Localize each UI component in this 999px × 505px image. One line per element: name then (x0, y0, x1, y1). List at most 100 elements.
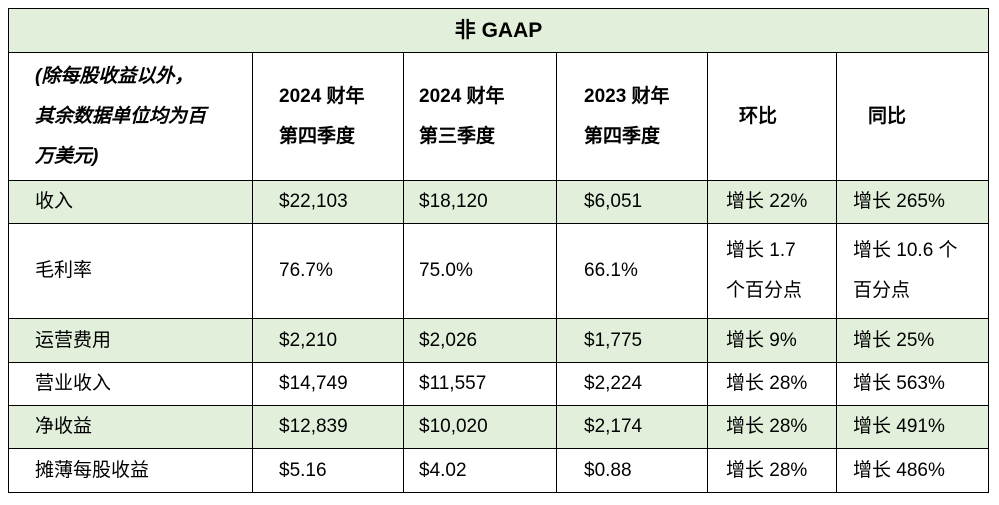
value-fy2024-q3: $11,557 (404, 363, 557, 406)
value-text: 增长 28% (726, 373, 808, 394)
value-qoq: 增长 28% (708, 363, 837, 406)
value-text: 增长 10.6 个 (853, 240, 958, 261)
value-text: 增长 1.7 (726, 240, 796, 261)
value-fy2024-q3: $18,120 (404, 181, 557, 224)
row-label-text: 运营费用 (35, 329, 112, 351)
value-fy2023-q4: $2,224 (557, 363, 708, 406)
value-fy2024-q3: $2,026 (404, 319, 557, 363)
value-fy2023-q4: $1,775 (557, 319, 708, 363)
value-text: $2,224 (584, 373, 643, 394)
value-text: $18,120 (419, 191, 488, 212)
column-header-fy2024-q4: 2024 财年 第四季度 (253, 53, 404, 181)
value-fy2024-q3: $4.02 (404, 449, 557, 493)
note-line: 其余数据单位均为百 (35, 105, 207, 127)
value-yoy: 增长 10.6 个 百分点 (837, 224, 990, 319)
row-label: 摊薄每股收益 (9, 449, 253, 493)
value-text: $2,210 (279, 329, 338, 351)
value-text: 66.1% (584, 260, 638, 281)
non-gaap-financial-table: 非 GAAP (除每股收益以外， 其余数据单位均为百 万美元) 2024 财年 … (8, 8, 990, 493)
value-text: $1,775 (584, 329, 643, 351)
value-text: 增长 491% (853, 416, 945, 437)
column-header-fy2024-q3: 2024 财年 第三季度 (404, 53, 557, 181)
table-title-text: 非 GAAP (454, 18, 543, 42)
value-qoq: 增长 1.7 个百分点 (708, 224, 837, 319)
value-text: $22,103 (279, 191, 348, 212)
value-yoy: 增长 491% (837, 406, 990, 449)
row-label: 运营费用 (9, 319, 253, 363)
table-title-row: 非 GAAP (9, 9, 990, 53)
value-fy2024-q4: $22,103 (253, 181, 404, 224)
header-line: 2023 财年 (584, 85, 670, 107)
value-text: 增长 28% (726, 459, 808, 481)
value-fy2024-q4: $12,839 (253, 406, 404, 449)
table-row-revenue: 收入 $22,103 $18,120 $6,051 增长 22% 增长 265% (9, 181, 990, 224)
row-label-text: 营业收入 (35, 373, 112, 394)
table-title: 非 GAAP (9, 9, 990, 53)
value-fy2024-q4: $5.16 (253, 449, 404, 493)
value-text: $2,174 (584, 416, 643, 437)
column-header-row: (除每股收益以外， 其余数据单位均为百 万美元) 2024 财年 第四季度 20… (9, 53, 990, 181)
value-qoq: 增长 28% (708, 449, 837, 493)
value-text: 增长 22% (726, 191, 808, 212)
value-fy2024-q3: 75.0% (404, 224, 557, 319)
value-text: $10,020 (419, 416, 488, 437)
value-text: $6,051 (584, 191, 643, 212)
value-yoy: 增长 265% (837, 181, 990, 224)
row-label-text: 毛利率 (35, 260, 93, 281)
row-label: 收入 (9, 181, 253, 224)
value-text: $12,839 (279, 416, 348, 437)
table-row-gross-margin: 毛利率 76.7% 75.0% 66.1% 增长 1.7 个百分点 增长 10.… (9, 224, 990, 319)
header-line: 环比 (739, 105, 778, 127)
table-row-net-income: 净收益 $12,839 $10,020 $2,174 增长 28% 增长 491… (9, 406, 990, 449)
value-text: $4.02 (419, 459, 467, 481)
row-label: 净收益 (9, 406, 253, 449)
value-qoq: 增长 28% (708, 406, 837, 449)
value-text: 增长 28% (726, 416, 808, 437)
value-yoy: 增长 25% (837, 319, 990, 363)
header-line: 第三季度 (419, 125, 496, 147)
table-row-operating-income: 营业收入 $14,749 $11,557 $2,224 增长 28% 增长 56… (9, 363, 990, 406)
note-line: 万美元) (35, 145, 99, 167)
value-text: 增长 9% (726, 329, 797, 351)
value-qoq: 增长 9% (708, 319, 837, 363)
value-fy2024-q4: 76.7% (253, 224, 404, 319)
table-units-note: (除每股收益以外， 其余数据单位均为百 万美元) (9, 53, 253, 181)
column-header-fy2023-q4: 2023 财年 第四季度 (557, 53, 708, 181)
value-text: 76.7% (279, 260, 333, 281)
row-label-text: 摊薄每股收益 (35, 459, 150, 481)
value-fy2023-q4: $2,174 (557, 406, 708, 449)
row-label-text: 收入 (35, 191, 74, 212)
value-qoq: 增长 22% (708, 181, 837, 224)
value-fy2023-q4: 66.1% (557, 224, 708, 319)
value-text: $14,749 (279, 373, 348, 394)
value-text: 75.0% (419, 260, 473, 281)
value-text: $5.16 (279, 459, 327, 481)
header-line: 2024 财年 (279, 85, 365, 107)
value-text: $2,026 (419, 329, 478, 351)
header-line: 2024 财年 (419, 85, 505, 107)
note-line: (除每股收益以外， (35, 65, 194, 87)
value-text: $11,557 (419, 373, 487, 394)
table-row-diluted-eps: 摊薄每股收益 $5.16 $4.02 $0.88 增长 28% 增长 486% (9, 449, 990, 493)
value-fy2024-q4: $2,210 (253, 319, 404, 363)
row-label: 毛利率 (9, 224, 253, 319)
value-fy2024-q3: $10,020 (404, 406, 557, 449)
header-line: 第四季度 (279, 125, 356, 147)
value-fy2023-q4: $0.88 (557, 449, 708, 493)
header-line: 同比 (868, 105, 907, 127)
value-yoy: 增长 486% (837, 449, 990, 493)
value-text: 个百分点 (726, 280, 803, 301)
row-label-text: 净收益 (35, 416, 93, 437)
column-header-qoq: 环比 (708, 53, 837, 181)
value-text: 增长 265% (853, 191, 945, 212)
header-line: 第四季度 (584, 125, 661, 147)
value-text: 增长 25% (853, 329, 935, 351)
value-fy2023-q4: $6,051 (557, 181, 708, 224)
table-row-operating-expenses: 运营费用 $2,210 $2,026 $1,775 增长 9% 增长 25% (9, 319, 990, 363)
value-text: 增长 563% (853, 373, 945, 394)
value-text: $0.88 (584, 459, 632, 481)
value-fy2024-q4: $14,749 (253, 363, 404, 406)
value-yoy: 增长 563% (837, 363, 990, 406)
row-label: 营业收入 (9, 363, 253, 406)
